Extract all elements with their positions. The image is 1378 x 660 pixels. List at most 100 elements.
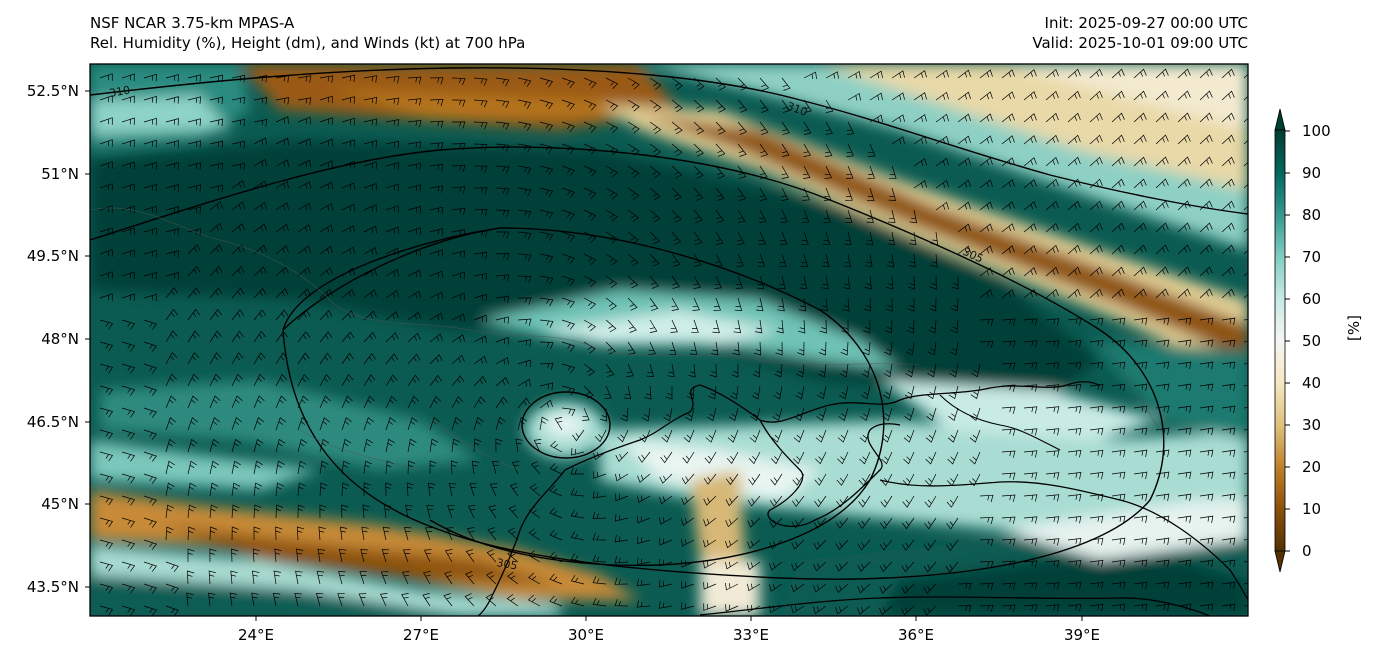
wind-barb [1199, 156, 1213, 167]
wind-barb [275, 137, 289, 146]
wind-barb [1067, 339, 1082, 348]
wind-barb [615, 514, 629, 522]
wind-barb [1155, 405, 1170, 414]
wind-barb [407, 119, 422, 128]
wind-barb [930, 253, 938, 268]
humidity-field [90, 64, 1248, 616]
wind-barb [908, 253, 916, 268]
wind-barb [659, 537, 673, 546]
wind-barb [231, 140, 246, 149]
wind-barb [570, 488, 585, 497]
wind-barb [253, 266, 267, 277]
wind-barb [1133, 90, 1147, 101]
wind-barb [615, 473, 629, 482]
wind-barb [1001, 245, 1015, 255]
wind-barb [165, 352, 178, 365]
wind-barb [671, 121, 683, 135]
wind-barb [970, 407, 981, 421]
wind-barb [1089, 361, 1104, 370]
wind-barb [649, 209, 661, 223]
wind-barb [1023, 538, 1038, 546]
wind-barb [583, 297, 597, 310]
wind-barb [648, 341, 656, 355]
wind-barb [769, 495, 783, 507]
wind-barb [726, 473, 739, 486]
wind-barb [737, 231, 745, 245]
wind-barb [209, 373, 221, 387]
wind-barb [835, 605, 849, 615]
wind-barb [429, 249, 443, 257]
wind-barb [444, 549, 453, 563]
wind-barb [403, 527, 412, 541]
wind-barb [688, 363, 696, 378]
wind-barb [905, 363, 915, 378]
wind-barb [361, 526, 369, 541]
wind-barb [901, 583, 915, 594]
wind-barb [275, 438, 286, 453]
wind-barb [363, 374, 376, 387]
wind-barb [636, 600, 651, 608]
wind-barb [1067, 244, 1081, 255]
wind-barb [297, 438, 308, 453]
wind-barb [209, 395, 221, 409]
wind-barb [1045, 156, 1059, 167]
wind-barb [121, 517, 136, 528]
wind-barb [861, 385, 871, 400]
wind-barb [1067, 559, 1082, 568]
wind-barb [1045, 68, 1059, 79]
wind-barb [1067, 603, 1082, 612]
wind-barb [572, 429, 585, 442]
wind-barb [528, 572, 541, 585]
colorbar [1274, 108, 1290, 573]
wind-barb [99, 385, 114, 396]
wind-barb [604, 385, 612, 399]
wind-barb [275, 180, 289, 189]
wind-barb [1133, 405, 1148, 414]
wind-barb [121, 385, 136, 396]
wind-barb [1111, 90, 1125, 101]
wind-barb [1111, 222, 1125, 233]
wind-barb [231, 201, 245, 211]
wind-barb [529, 483, 541, 497]
wind-barb [451, 99, 466, 107]
wind-barb [488, 505, 497, 519]
wind-barb [341, 139, 355, 147]
colorbar-tick-label: 80 [1302, 206, 1322, 224]
wind-barb [487, 527, 497, 541]
wind-barb [923, 605, 937, 616]
wind-barb [637, 536, 651, 545]
wind-barb [814, 495, 827, 508]
wind-barb [1155, 288, 1169, 299]
wind-barb [272, 592, 281, 607]
wind-barb [1199, 90, 1213, 101]
wind-barb [143, 341, 157, 352]
wind-barb [121, 319, 136, 330]
wind-barb [1001, 582, 1016, 590]
wind-barb [865, 253, 873, 268]
wind-barb [1023, 560, 1038, 568]
wind-barb [467, 505, 476, 519]
wind-barb [1067, 266, 1081, 277]
wind-barb [803, 71, 817, 80]
wind-barb [319, 181, 333, 190]
wind-barb [165, 395, 177, 409]
wind-barb [429, 395, 442, 409]
wind-barb [121, 605, 136, 616]
lat-tick-label: 51°N [41, 165, 79, 183]
wind-barb [703, 561, 717, 569]
wind-barb [773, 385, 783, 400]
wind-barb [842, 297, 850, 312]
wind-barb [121, 227, 135, 236]
wind-barb [1023, 245, 1037, 255]
wind-barb [406, 482, 414, 497]
wind-barb [693, 165, 704, 179]
wind-barb [756, 275, 765, 289]
wind-barb [495, 274, 510, 282]
wind-barb [231, 96, 246, 105]
wind-barb [429, 99, 444, 107]
wind-barb [143, 561, 157, 572]
wind-barb [165, 504, 175, 519]
wind-barb [363, 75, 378, 83]
wind-barb [671, 231, 682, 245]
wind-barb [1177, 581, 1192, 589]
